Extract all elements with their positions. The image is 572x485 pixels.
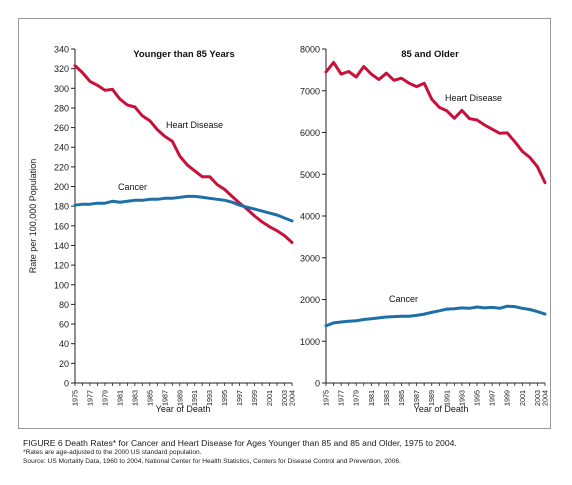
left-y-tick-label: 340 <box>54 45 69 55</box>
right-x-axis-label: Year of Death <box>414 404 469 414</box>
left-y-tick-label: 260 <box>54 123 69 133</box>
left-title: Younger than 85 Years <box>133 49 235 60</box>
right-y-tick-label: 1000 <box>300 337 320 347</box>
left-y-tick-label: 80 <box>59 300 69 310</box>
left-x-tick-label: 1995 <box>220 390 229 406</box>
right-y-tick-label: 4000 <box>300 212 320 222</box>
right-x-tick-label: 1989 <box>427 390 436 406</box>
left-x-tick-label: 1991 <box>190 390 199 406</box>
right-cancer-line <box>324 304 547 328</box>
charts-canvas: 0 20 40 60 80 100 120 140 160 180 200 220 240 260 280 3… <box>28 45 550 415</box>
left-y-tick-label: 240 <box>54 143 69 153</box>
left-x-tick-label: 1997 <box>235 390 244 406</box>
left-x-tick-label: 2004 <box>288 390 297 406</box>
left-y-tick-label: 220 <box>54 162 69 172</box>
left-x-tick-label: 1977 <box>85 390 94 406</box>
left-y-tick-label: 140 <box>54 241 69 251</box>
left-x-tick-label: 1987 <box>160 390 169 406</box>
right-y-tick-label: 5000 <box>300 170 320 180</box>
right-x-tick-label: 1983 <box>382 390 391 406</box>
left-x-tick-label: 1983 <box>130 390 139 406</box>
left-x-tick-label: 1999 <box>250 390 259 406</box>
right-heart-disease-line <box>324 60 547 185</box>
right-x-tick-label: 1999 <box>503 390 512 406</box>
right-x-tick-label: 1985 <box>397 390 406 406</box>
right-y-tick-label: 2000 <box>300 295 320 305</box>
left-x-tick-label: 2001 <box>265 390 274 406</box>
right-cancer-label: Cancer <box>389 294 418 304</box>
left-heart-disease-label: Heart Disease <box>166 120 223 130</box>
right-x-tick-label: 1995 <box>473 390 482 406</box>
left-y-tick-label: 320 <box>54 64 69 74</box>
right-x-tick-label: 1975 <box>322 390 331 406</box>
left-y-tick-label: 40 <box>59 339 69 349</box>
right-x-tick-label: 2003 <box>533 390 542 406</box>
left-y-tick-label: 300 <box>54 84 69 94</box>
caption-main: FIGURE 6 Death Rates* for Cancer and Hea… <box>23 438 457 448</box>
figure-caption: FIGURE 6 Death Rates* for Cancer and Hea… <box>23 437 568 466</box>
left-x-tick-label: 1989 <box>175 390 184 406</box>
right-x-tick-label: 1977 <box>337 390 346 406</box>
left-y-tick-label: 280 <box>54 103 69 113</box>
right-x-tick-label: 2001 <box>518 390 527 406</box>
left-y-tick-label: 200 <box>54 182 69 192</box>
right-x-tick-label: 2004 <box>541 390 550 406</box>
left-y-tick-label: 20 <box>59 359 69 369</box>
right-y-tick-label: 7000 <box>300 86 320 96</box>
left-x-tick-label: 1981 <box>115 390 124 406</box>
left-x-tick-label: 1975 <box>71 390 80 406</box>
left-x-axis-label: Year of Death <box>156 404 211 414</box>
right-title: 85 and Older <box>401 49 459 60</box>
left-cancer-label: Cancer <box>118 182 147 192</box>
right-x-tick-label: 1993 <box>457 390 466 406</box>
left-y-axis-label: Rate per 100,000 Population <box>28 159 38 274</box>
left-cancer-line <box>73 194 294 223</box>
right-x-tick-label: 1997 <box>488 390 497 406</box>
left-x-tick-label: 1979 <box>100 390 109 406</box>
right-heart-disease-label: Heart Disease <box>445 93 502 103</box>
right-y-tick-label: 8000 <box>300 45 320 55</box>
left-heart-disease-line <box>73 64 294 244</box>
left-x-tick-label: 1993 <box>205 390 214 406</box>
left-y-tick-label: 120 <box>54 261 69 271</box>
right-y-tick-label: 6000 <box>300 128 320 138</box>
right-x-tick-label: 1979 <box>352 390 361 406</box>
right-x-tick-label: 1987 <box>412 390 421 406</box>
caption-note: *Rates are age-adjusted to the 2000 US s… <box>23 449 202 456</box>
left-y-tick-label: 180 <box>54 202 69 212</box>
right-x-tick-label: 1981 <box>367 390 376 406</box>
right-y-tick-label: 3000 <box>300 253 320 263</box>
right-x-tick-label: 1991 <box>442 390 451 406</box>
right-y-tick-label: 0 <box>315 379 320 389</box>
left-y-tick-label: 100 <box>54 280 69 290</box>
left-y-tick-label: 60 <box>59 320 69 330</box>
left-x-tick-label: 2003 <box>280 390 289 406</box>
left-x-tick-label: 1985 <box>145 390 154 406</box>
caption-source: Source: US Mortality Data, 1960 to 2004,… <box>23 457 401 465</box>
left-y-tick-label: 160 <box>54 221 69 231</box>
left-y-tick-label: 0 <box>64 379 69 389</box>
